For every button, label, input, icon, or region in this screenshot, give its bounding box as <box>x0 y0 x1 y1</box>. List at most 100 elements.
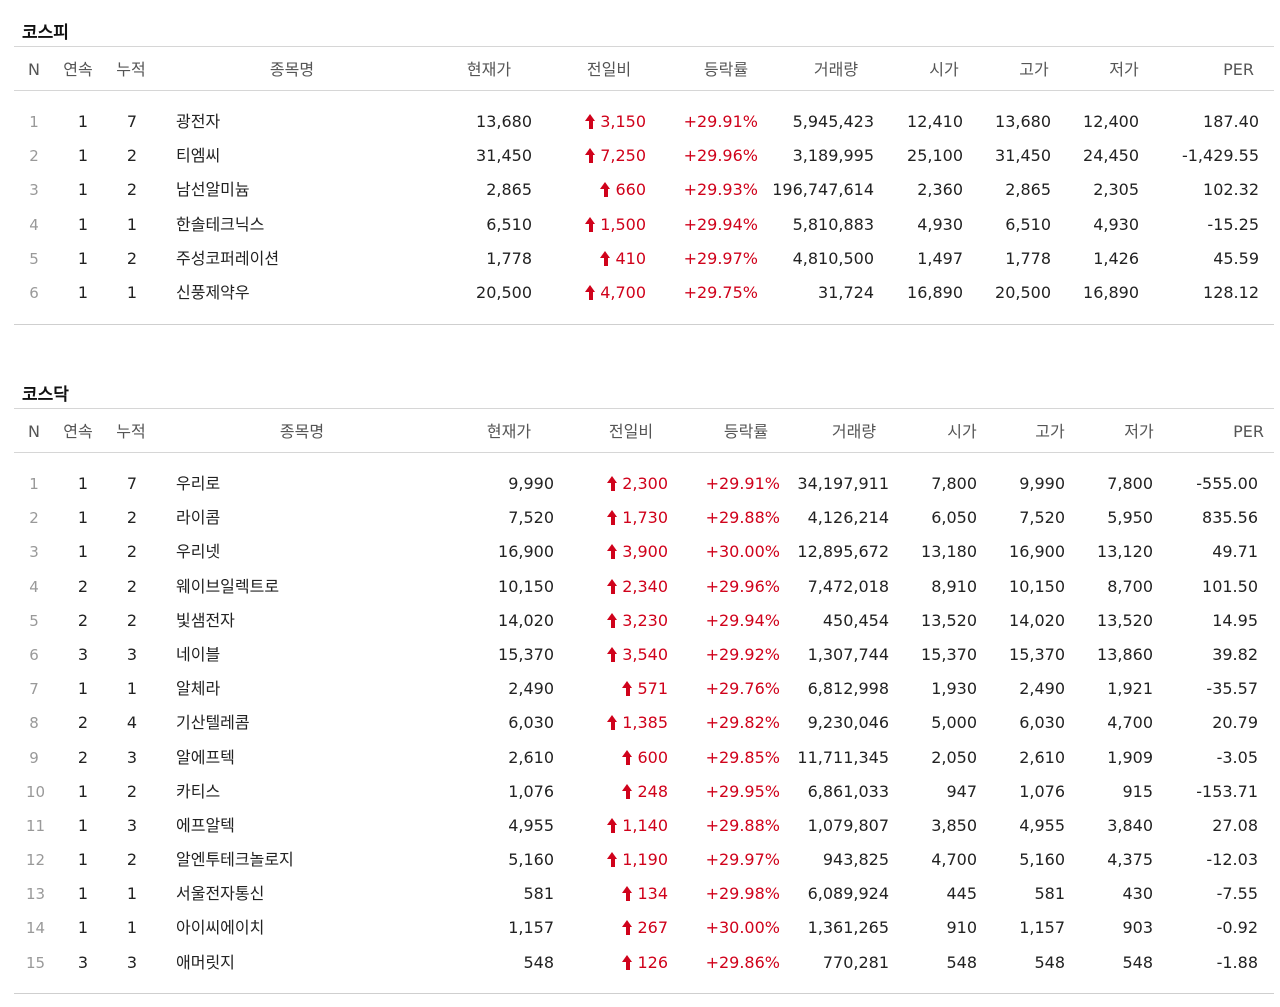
table-row: 3 1 2 우리넷 16,900 3,900 +30.00% 12,895,672 13,180… <box>14 535 1274 569</box>
cell-change-rate: +29.91% <box>705 474 780 493</box>
cell-per: 45.59 <box>1213 248 1259 268</box>
stock-name-link[interactable]: 서울전자통신 <box>176 884 265 904</box>
cell-per: -0.92 <box>1216 918 1258 938</box>
table-bottom-rule <box>14 993 1274 994</box>
change-value: 1,730 <box>622 508 668 528</box>
table-row: 8 2 4 기산텔레콤 6,030 1,385 +29.82% 9,230,046 5,000 6… <box>14 706 1274 740</box>
up-arrow-icon <box>607 852 618 868</box>
stock-name-link[interactable]: 빛샘전자 <box>176 610 235 630</box>
cell-per: -12.03 <box>1206 850 1258 870</box>
cell-change-rate: +29.75% <box>683 282 758 302</box>
cell-change-rate: +30.00% <box>705 918 780 938</box>
stock-name-link[interactable]: 광전자 <box>176 112 221 131</box>
table-header-kosdaq: N 연속 누적 종목명 현재가 전일비 등락률 거래량 시가 고가 저가 PER <box>14 410 1274 454</box>
stock-name-link[interactable]: 티엠씨 <box>176 146 221 166</box>
cell-cumulative: 3 <box>126 747 138 767</box>
cell-high-price: 6,030 <box>1019 713 1065 733</box>
cell-change: 3,230 <box>574 604 668 638</box>
change-value: 126 <box>637 952 668 972</box>
column-header-cumulative: 누적 <box>116 422 146 441</box>
cell-change-rate: +29.91% <box>683 112 758 131</box>
column-header-per: PER <box>1233 422 1264 441</box>
cell-low-price: 12,400 <box>1083 112 1139 131</box>
stock-name-link[interactable]: 라이콤 <box>176 508 221 528</box>
cell-change: 2,300 <box>574 467 668 501</box>
table-row: 4 2 2 웨이브일렉트로 10,150 2,340 +29.96% 7,472,018 8,9… <box>14 570 1274 604</box>
cell-index: 4 <box>29 577 39 596</box>
cell-change: 248 <box>574 775 668 809</box>
cell-current-price: 1,157 <box>508 918 554 938</box>
cell-per: 102.32 <box>1203 180 1259 200</box>
stock-name-link[interactable]: 기산텔레콤 <box>176 713 250 733</box>
stock-name-link[interactable]: 알엔투테크놀로지 <box>176 850 294 870</box>
cell-index: 6 <box>29 645 39 664</box>
cell-change: 134 <box>574 877 668 911</box>
cell-open-price: 910 <box>946 918 977 938</box>
cell-index: 8 <box>29 714 39 733</box>
cell-low-price: 3,840 <box>1107 815 1153 835</box>
cell-change-rate: +29.97% <box>683 248 758 268</box>
stock-name-link[interactable]: 카티스 <box>176 781 221 801</box>
up-arrow-icon <box>622 783 633 799</box>
cell-change: 126 <box>574 946 668 980</box>
table-row: 9 2 3 알에프텍 2,610 600 +29.85% 11,711,345 2,050 2,6… <box>14 741 1274 775</box>
column-header-streak: 연속 <box>63 422 93 441</box>
cell-cumulative: 2 <box>126 542 138 562</box>
up-arrow-icon <box>607 578 618 594</box>
cell-change: 410 <box>554 242 646 276</box>
cell-volume: 9,230,046 <box>807 713 889 733</box>
cell-change: 3,540 <box>574 638 668 672</box>
cell-cumulative: 1 <box>126 679 138 699</box>
stock-name-link[interactable]: 남선알미늄 <box>176 180 250 200</box>
cell-cumulative: 7 <box>126 474 138 493</box>
cell-index: 15 <box>26 953 46 972</box>
cell-volume: 34,197,911 <box>797 474 889 493</box>
cell-low-price: 16,890 <box>1083 282 1139 302</box>
stock-name-link[interactable]: 한솔테크닉스 <box>176 214 265 234</box>
cell-change-rate: +29.76% <box>705 679 780 699</box>
change-value: 2,300 <box>622 474 668 493</box>
cell-low-price: 13,860 <box>1097 644 1153 664</box>
cell-current-price: 2,490 <box>508 679 554 699</box>
cell-cumulative: 2 <box>126 248 138 268</box>
stock-name-link[interactable]: 알체라 <box>176 679 221 699</box>
cell-high-price: 20,500 <box>995 282 1051 302</box>
stock-name-link[interactable]: 신풍제약우 <box>176 282 250 302</box>
stock-name-link[interactable]: 에프알텍 <box>176 815 235 835</box>
cell-open-price: 13,180 <box>921 542 977 562</box>
up-arrow-icon <box>607 476 618 491</box>
stock-name-link[interactable]: 우리로 <box>176 474 221 493</box>
cell-change: 571 <box>574 672 668 706</box>
column-header-index: N <box>28 422 40 441</box>
up-arrow-icon <box>585 114 596 129</box>
stock-name-link[interactable]: 우리넷 <box>176 542 221 562</box>
cell-per: -3.05 <box>1216 747 1258 767</box>
column-header-change: 전일비 <box>608 422 654 441</box>
cell-change: 267 <box>574 911 668 945</box>
column-header-open-price: 시가 <box>947 422 977 441</box>
stock-name-link[interactable]: 애머릿지 <box>176 952 235 972</box>
cell-open-price: 1,930 <box>931 679 977 699</box>
stock-name-link[interactable]: 아이씨에이치 <box>176 918 265 938</box>
cell-streak: 1 <box>77 850 89 870</box>
cell-change: 7,250 <box>554 139 646 173</box>
table-bottom-rule <box>14 324 1274 325</box>
cell-per: 27.08 <box>1212 815 1258 835</box>
up-arrow-icon <box>607 817 618 833</box>
cell-streak: 1 <box>77 542 89 562</box>
column-header-volume: 거래량 <box>831 422 877 441</box>
change-value: 267 <box>637 918 668 938</box>
cell-per: -7.55 <box>1216 884 1258 904</box>
stock-name-link[interactable]: 웨이브일렉트로 <box>176 576 280 596</box>
cell-change-rate: +29.97% <box>705 850 780 870</box>
cell-current-price: 5,160 <box>508 850 554 870</box>
cell-streak: 1 <box>77 112 89 131</box>
cell-change-rate: +29.92% <box>705 644 780 664</box>
cell-streak: 3 <box>77 644 89 664</box>
stock-name-link[interactable]: 주성코퍼레이션 <box>176 248 280 268</box>
cell-volume: 6,861,033 <box>807 781 889 801</box>
stock-name-link[interactable]: 알에프텍 <box>176 747 235 767</box>
stock-name-link[interactable]: 네이블 <box>176 644 221 664</box>
cell-per: -15.25 <box>1207 214 1259 234</box>
cell-change: 2,340 <box>574 570 668 604</box>
